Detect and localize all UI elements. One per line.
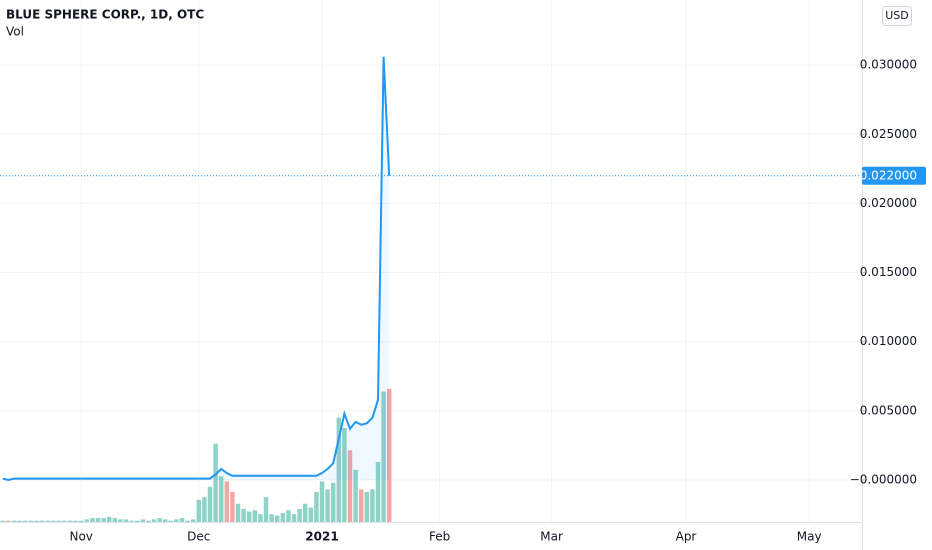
volume-bar [370,489,375,522]
volume-bar [146,520,151,522]
volume-bar [218,476,224,522]
volume-bar [302,503,308,522]
volume-bar [291,514,297,522]
volume-bar [134,520,140,522]
volume-bar [280,512,286,522]
volume-bar [190,519,196,522]
x-tick-label: 2021 [305,530,338,544]
y-tick-label: −0.000000 [850,472,917,486]
price-line [2,56,391,482]
price-area [2,56,390,481]
volume-bar [325,489,330,522]
volume-bar [106,516,112,522]
volume-bar [319,481,325,522]
volume-bar [162,519,168,522]
volume-bar [84,519,90,522]
volume-bar [386,388,392,522]
volume-bar [101,518,106,522]
volume-bar [118,519,123,522]
last-price-label: 0.022000 [860,168,917,182]
volume-bar [112,518,118,522]
volume-bar [269,514,274,522]
volume-bar [353,469,358,522]
volume-bar [50,520,56,522]
last-price-box [862,166,926,185]
volume-bar [314,491,319,522]
x-tick-label: Feb [429,530,450,544]
volume-bar [330,482,336,522]
volume-bar [258,514,263,522]
currency-label[interactable]: USD [885,9,909,22]
volume-bar [95,518,101,522]
y-tick-label: 0.015000 [860,265,917,279]
volume-bar [22,520,28,522]
volume-bar [246,511,252,522]
y-tick-label: 0.020000 [860,196,917,210]
volume-bar [34,520,39,522]
volume-bar [274,515,280,522]
volume-bar [241,508,246,522]
volume-bar [73,520,78,522]
volume-bar [17,520,22,522]
axes: 0.030000 0.025000 0.020000 0.015000 0.010000… [69,58,926,544]
volume-bar [78,520,84,522]
volume-bar [286,510,291,522]
volume-label: Vol [6,25,24,39]
volume-bar [56,520,62,522]
volume-bar [151,519,157,522]
volume-bar [123,519,129,522]
volume-bar [90,518,95,522]
x-tick-label: Mar [540,530,563,544]
volume-bar [39,520,45,522]
volume-bar [358,489,364,522]
volume-bar [342,428,347,522]
y-tick-label: 0.025000 [860,127,917,141]
volume-bar [11,520,17,522]
y-tick-label: 0.010000 [860,334,917,348]
volume-bar [179,518,185,522]
volume-bar [347,450,353,522]
x-tick-label: Dec [187,530,210,544]
volume-bar [140,519,146,522]
volume-bar [263,497,269,522]
volume-bar [252,510,258,522]
x-tick-label: Apr [676,530,697,544]
plot [0,56,862,522]
volume-bar [168,520,174,522]
volume-bar [297,508,302,522]
volume-bar [6,520,11,522]
x-tick-label: May [797,530,822,544]
volume-bar [375,461,381,522]
volume-bar [224,481,230,522]
y-tick-label: 0.005000 [860,403,917,417]
volume-bar [308,507,314,522]
volume-bar [336,417,342,522]
currency-button[interactable] [882,6,912,26]
volume-bar [235,503,241,522]
volume-bar [230,491,235,522]
volume-bar [213,443,218,522]
volume-bar [364,491,370,522]
volume-bar [185,520,190,522]
volume-bar [196,499,202,522]
volume-bar [67,520,73,522]
volume-bar [207,486,213,522]
volume-bar [28,520,34,522]
volume-bar [174,519,179,522]
volume-bar [0,520,6,522]
grid [0,0,862,522]
y-tick-label: 0.030000 [860,58,917,72]
volume-bar [62,520,67,522]
x-tick-label: Nov [69,530,92,544]
volume-bar [45,520,50,522]
volume-bar [381,391,386,522]
chart-title: BLUE SPHERE CORP., 1D, OTC [6,8,204,22]
volume-bar [129,520,134,522]
volume-bar [202,497,207,522]
volume-bar [157,518,162,522]
